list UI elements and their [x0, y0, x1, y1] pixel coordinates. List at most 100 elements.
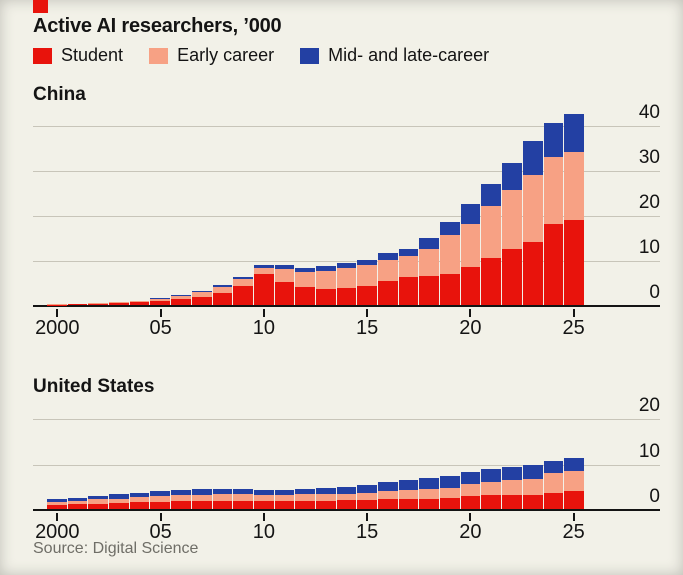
early-career-swatch-icon [149, 47, 169, 64]
bar-2021-student [481, 495, 502, 509]
legend-label-student: Student [61, 45, 124, 65]
bar-2010 [253, 264, 274, 305]
bar-2007-early_career [191, 292, 212, 297]
bar-2013-student [315, 289, 336, 305]
bar-2019-student [440, 273, 460, 305]
bar-2024-mid_late_career [543, 460, 564, 474]
bar-2011-early_career [274, 495, 295, 502]
bar-2014-mid_late_career [336, 486, 357, 494]
y-axis-label-0: 0 [649, 486, 660, 507]
bar-2020-mid_late_career [460, 472, 481, 484]
bar-2017-mid_late_career [398, 479, 419, 490]
china-section-title: China [33, 84, 86, 105]
bar-2005 [150, 491, 171, 509]
bar-2017-early_career [398, 256, 419, 278]
bar-2013 [315, 266, 336, 305]
bar-2013 [315, 488, 336, 509]
bar-2011-mid_late_career [274, 489, 295, 496]
bar-2003-student [109, 303, 129, 305]
bar-2005-student [150, 300, 171, 305]
bar-2009-mid_late_career [233, 276, 253, 279]
bar-2016-mid_late_career [378, 482, 398, 492]
bar-2019-mid_late_career [440, 221, 460, 235]
x-tick-label-2010: 10 [252, 521, 275, 543]
chart-title: Active AI researchers, ’000 [33, 15, 282, 37]
bar-2010-early_career [253, 495, 274, 502]
bar-2003-student [109, 503, 129, 509]
bar-2005-mid_late_career [150, 298, 171, 300]
x-tick-2020 [469, 309, 472, 317]
x-tick-2025 [572, 513, 575, 521]
us-chart-plot: 0 10 20 2000 05 10 15 20 25 [33, 396, 660, 543]
bar-2019-early_career [440, 234, 460, 274]
bar-2013-mid_late_career [315, 266, 336, 271]
x-axis: 2000 05 10 15 20 25 [35, 307, 585, 343]
bar-2011-student [274, 501, 295, 509]
bar-2006-early_career [171, 296, 191, 300]
legend-label-mid-late-career: Mid- and late-career [328, 45, 490, 65]
bar-2007-mid_late_career [191, 290, 212, 293]
bar-2018-early_career [419, 488, 440, 499]
x-tick-label-2005: 05 [149, 521, 172, 543]
y-axis-label-20: 20 [638, 192, 660, 213]
bar-2023-early_career [522, 174, 543, 242]
bar-2001-student [67, 504, 88, 509]
bar-2015-mid_late_career [357, 259, 377, 265]
bar-2014 [336, 263, 357, 305]
bar-2009-mid_late_career [233, 489, 253, 495]
bar-2019 [440, 476, 460, 509]
bar-2009-student [233, 285, 253, 305]
bar-2004-student [129, 502, 150, 509]
bar-2012-early_career [295, 271, 315, 287]
x-tick-2000 [56, 309, 59, 317]
bar-2019-student [440, 498, 460, 509]
legend-label-early-career: Early career [177, 45, 275, 65]
bar-2010-mid_late_career [253, 489, 274, 496]
bar-2001 [67, 498, 88, 509]
bar-2021-mid_late_career [481, 468, 502, 482]
legend-item-student: Student [33, 45, 123, 66]
bar-2025-early_career [564, 152, 584, 220]
bar-2008-early_career [212, 287, 233, 294]
bar-2012-mid_late_career [295, 268, 315, 272]
gridline-40 [33, 126, 660, 127]
bar-2021 [481, 468, 502, 509]
x-tick-label-2025: 25 [562, 317, 585, 339]
bar-2023-student [522, 495, 543, 509]
bar-2001 [67, 303, 88, 305]
bar-2019 [440, 221, 460, 305]
bar-2022-early_career [502, 190, 522, 249]
bar-2003 [109, 494, 129, 509]
bar-2013-student [315, 500, 336, 509]
bar-2025-mid_late_career [564, 113, 584, 152]
bar-2012-student [295, 286, 315, 305]
bar-2017 [398, 479, 419, 509]
bar-2009 [233, 489, 253, 509]
bar-2023-early_career [522, 478, 543, 496]
bar-2015-student [357, 285, 377, 305]
bar-2009-student [233, 500, 253, 509]
bar-2007-student [191, 296, 212, 305]
x-tick-label-2020: 20 [459, 317, 482, 339]
bar-2007-student [191, 501, 212, 509]
bar-2015 [357, 485, 377, 509]
bar-2008-early_career [212, 494, 233, 501]
bar-2005-mid_late_career [150, 491, 171, 497]
bar-2000-student [47, 504, 67, 509]
bar-2021-early_career [481, 481, 502, 496]
bar-2013-early_career [315, 270, 336, 290]
gridline-0 [33, 509, 660, 511]
bar-2023-mid_late_career [522, 140, 543, 175]
bar-2004-student [129, 302, 150, 305]
bar-2013-mid_late_career [315, 488, 336, 495]
bar-2005-early_career [150, 299, 171, 301]
bar-2018-mid_late_career [419, 237, 440, 249]
bar-2016-student [378, 499, 398, 509]
bar-2025-student [564, 490, 584, 509]
bar-2007-early_career [191, 494, 212, 502]
bar-2017-early_career [398, 489, 419, 499]
china-chart-plot: 0 10 20 30 40 2000 05 10 15 20 25 [33, 103, 660, 339]
bar-2018-mid_late_career [419, 477, 440, 489]
bar-2002-early_career [88, 499, 109, 504]
